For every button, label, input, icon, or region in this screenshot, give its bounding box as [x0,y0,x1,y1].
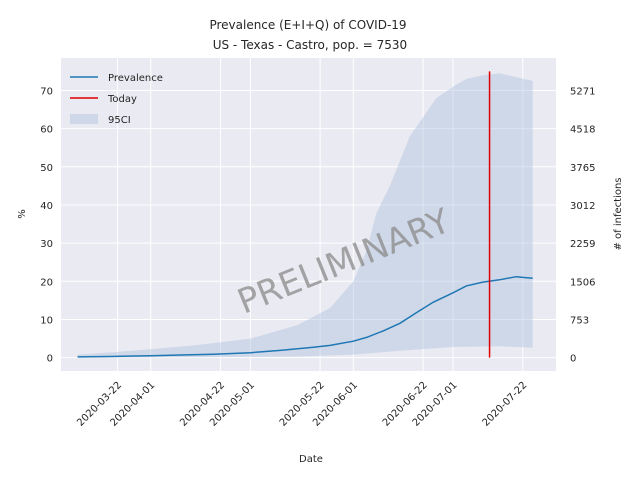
y-tick-label-2: 20 [40,277,53,288]
right-tick-label-1: 753 [570,315,589,326]
y-tick-label-3: 30 [40,239,53,250]
x-axis-label: Date [299,454,323,465]
right-tick-labels: 0 753 1506 2259 3012 3765 4518 5271 [570,86,595,364]
plot-area [61,58,556,371]
y-tick-label-7: 70 [40,86,53,97]
legend: Prevalence Today 95CI [70,73,163,126]
y-tick-label-5: 50 [40,163,53,174]
y-tick-label-0: 0 [47,354,53,365]
right-tick-label-3: 2259 [570,239,595,250]
right-tick-label-2: 1506 [570,277,595,288]
right-tick-label-5: 3765 [570,163,595,174]
legend-label-prevalence: Prevalence [108,73,163,84]
prevalence-line [77,275,533,358]
y-tick-labels: 0 10 20 30 40 50 60 70 [40,86,53,364]
y-axis-label: % [17,209,28,219]
right-tick-label-4: 3012 [570,201,595,212]
right-axis-label: # of infections [613,177,624,250]
ci-band [77,73,533,358]
y-tick-label-4: 40 [40,201,53,212]
prevalence-layer [77,275,533,358]
legend-label-95ci: 95CI [108,115,131,126]
legend-swatch-95ci [70,114,98,124]
right-tick-label-6: 4518 [570,125,595,136]
grid [61,58,556,371]
right-tick-label-0: 0 [570,354,576,365]
chart-subtitle: US - Texas - Castro, pop. = 7530 [209,38,407,52]
y-tick-label-6: 60 [40,125,53,136]
ci-band-layer [77,73,533,358]
y-tick-label-1: 10 [40,315,53,326]
legend-label-today: Today [107,94,137,105]
right-tick-label-7: 5271 [570,86,595,97]
chart-title: Prevalence (E+I+Q) of COVID-19 [209,18,406,32]
